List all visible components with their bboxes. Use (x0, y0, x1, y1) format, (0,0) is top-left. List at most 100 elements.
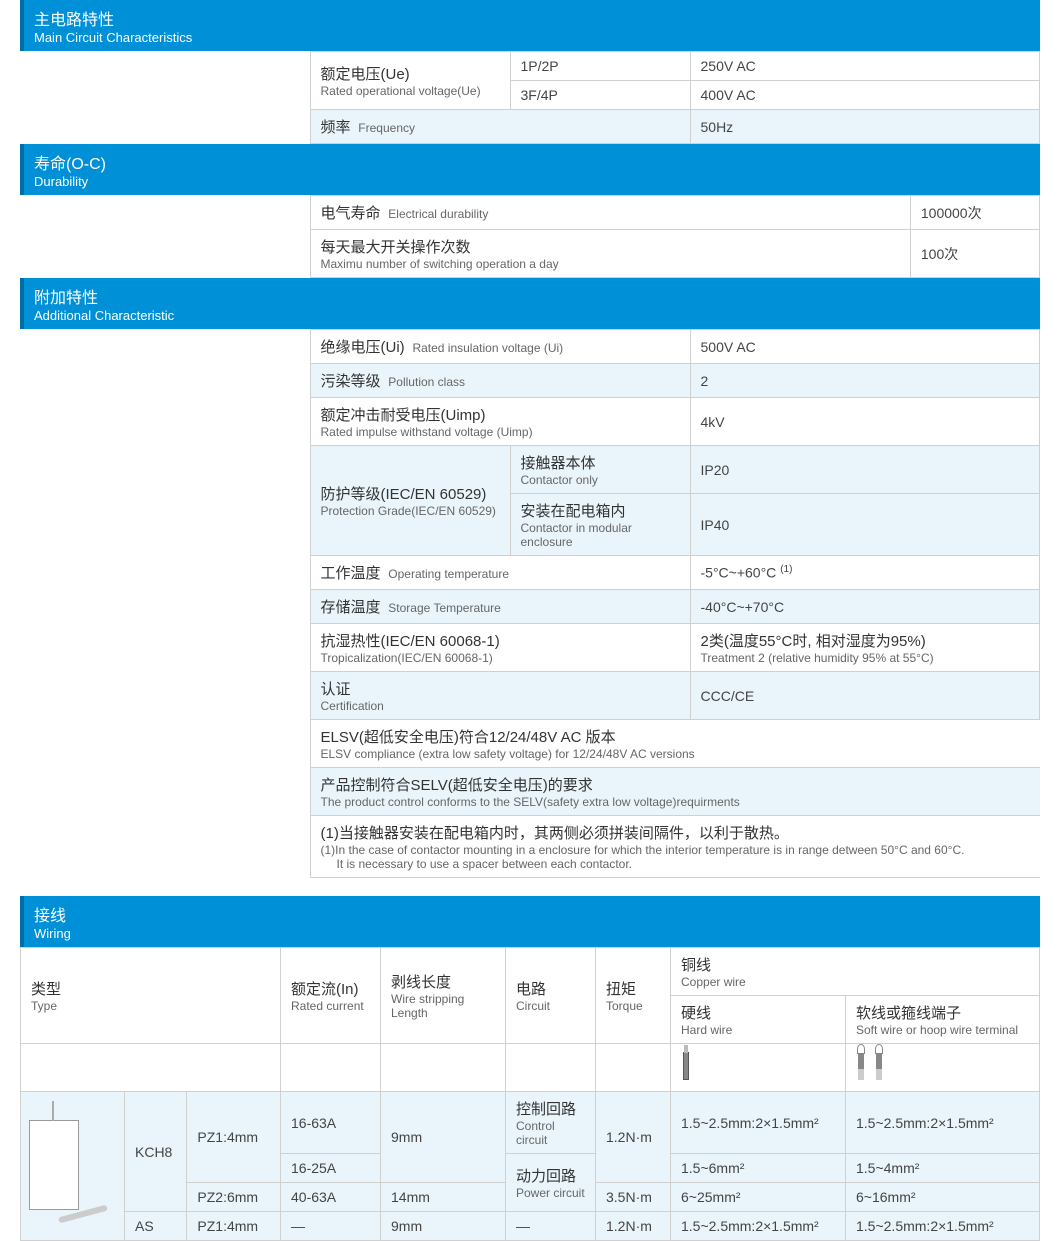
label-en: Rated impulse withstand voltage (Uimp) (321, 425, 680, 439)
label-cell: 工作温度 Operating temperature (310, 556, 690, 590)
spacer (20, 330, 310, 878)
note-en: The product control conforms to the SELV… (321, 795, 1030, 809)
circuit-cell: 控制回路 Control circuit (506, 1092, 596, 1154)
header-cn: 额定流(In) (291, 978, 370, 999)
hard-wire-icon-cell (671, 1044, 846, 1092)
label-cn: 认证 (321, 678, 680, 699)
empty-cell (506, 1044, 596, 1092)
pz-cell: PZ1:4mm (187, 1212, 281, 1241)
sub-cell: 1P/2P (510, 52, 690, 81)
hard-cell: 1.5~2.5mm:2×1.5mm² (671, 1212, 846, 1241)
sub-en: Contactor only (521, 473, 680, 487)
label-cn: 抗湿热性(IEC/EN 60068-1) (321, 630, 680, 651)
label-cell: 每天最大开关操作次数 Maximu number of switching op… (310, 230, 910, 278)
section-header-additional: 附加特性 Additional Characteristic (20, 278, 1040, 329)
note-cell: (1)当接触器安装在配电箱内时，其两侧必须拼装间隔件，以利于散热。 (1)In … (310, 816, 1040, 878)
sub-cell: 3F/4P (510, 81, 690, 110)
label-en: Rated insulation voltage (Ui) (412, 341, 563, 355)
circuit-cell: 动力回路 Power circuit (506, 1154, 596, 1212)
header-en: Rated current (291, 999, 370, 1013)
header-torque: 扭矩 Torque (596, 948, 671, 1044)
label-cn: 污染等级 (321, 373, 381, 390)
header-cn: 铜线 (681, 954, 1029, 975)
note-cn: 产品控制符合SELV(超低安全电压)的要求 (321, 774, 1030, 795)
soft-wire-icon-cell (846, 1044, 1040, 1092)
strip-cell: 9mm (381, 1212, 506, 1241)
section-header-main: 主电路特性 Main Circuit Characteristics (20, 0, 1040, 51)
header-circuit: 电路 Circuit (506, 948, 596, 1044)
durability-table: 电气寿命 Electrical durability 100000次 每天最大开… (20, 195, 1040, 278)
current-cell: 16-25A (281, 1154, 381, 1183)
circuit-cn: 动力回路 (516, 1165, 585, 1186)
sub-cell: 安装在配电箱内 Contactor in modular enclosure (510, 494, 690, 556)
label-cn: 电气寿命 (321, 205, 381, 222)
label-en: Certification (321, 699, 680, 713)
header-en: Torque (606, 999, 660, 1013)
main-table: 额定电压(Ue) Rated operational voltage(Ue) 1… (20, 51, 1040, 144)
label-en: Rated operational voltage(Ue) (321, 84, 500, 98)
device-icon (29, 1120, 79, 1210)
value-cell: IP20 (690, 446, 1040, 494)
label-cn: 工作温度 (321, 565, 381, 582)
header-strip: 剥线长度 Wire stripping Length (381, 948, 506, 1044)
note-cell: ELSV(超低安全电压)符合12/24/48V AC 版本 ELSV compl… (310, 720, 1040, 768)
label-cell: 电气寿命 Electrical durability (310, 196, 910, 230)
type-cell: AS (125, 1212, 187, 1241)
header-cn: 电路 (516, 978, 585, 999)
label-cell: 认证 Certification (310, 672, 690, 720)
label-en: Tropicalization(IEC/EN 60068-1) (321, 651, 680, 665)
label-en: Pollution class (388, 375, 465, 389)
pz-cell: PZ1:4mm (187, 1092, 281, 1183)
note-en: ELSV compliance (extra low safety voltag… (321, 747, 1030, 761)
circuit-en: Power circuit (516, 1186, 585, 1200)
header-cn: 软线或箍线端子 (856, 1002, 1029, 1023)
section-title-en: Additional Characteristic (34, 308, 1030, 323)
header-cn: 扭矩 (606, 978, 660, 999)
torque-cell: 1.2N·m (596, 1212, 671, 1241)
sub-en: Contactor in modular enclosure (521, 521, 680, 549)
header-copper: 铜线 Copper wire (671, 948, 1040, 996)
header-rated-current: 额定流(In) Rated current (281, 948, 381, 1044)
value-cell: 250V AC (690, 52, 1040, 81)
label-en: Frequency (358, 121, 415, 135)
label-cn: 绝缘电压(Ui) (321, 339, 405, 356)
pz-cell: PZ2:6mm (187, 1183, 281, 1212)
header-en: Copper wire (681, 975, 1029, 989)
type-cell: KCH8 (125, 1092, 187, 1212)
current-cell: 16-63A (281, 1092, 381, 1154)
value-cn: 2类(温度55°C时, 相对湿度为95%) (701, 630, 1030, 651)
note-cell: 产品控制符合SELV(超低安全电压)的要求 The product contro… (310, 768, 1040, 816)
header-en: Hard wire (681, 1023, 835, 1037)
label-cn: 额定电压(Ue) (321, 63, 500, 84)
value-cell: -40°C~+70°C (690, 590, 1040, 624)
value-cell: 500V AC (690, 330, 1040, 364)
soft-wire-icon (876, 1052, 882, 1080)
header-cn: 剥线长度 (391, 971, 495, 992)
header-cn: 硬线 (681, 1002, 835, 1023)
circuit-cn: 控制回路 (516, 1098, 585, 1119)
hard-cell: 1.5~2.5mm:2×1.5mm² (671, 1092, 846, 1154)
section-header-durability: 寿命(O-C) Durability (20, 144, 1040, 195)
soft-cell: 1.5~2.5mm:2×1.5mm² (846, 1212, 1040, 1241)
note-en: It is necessary to use a spacer between … (321, 857, 1030, 871)
label-cell: 存储温度 Storage Temperature (310, 590, 690, 624)
note-en: (1)In the case of contactor mounting in … (321, 843, 1030, 857)
spacer (20, 52, 310, 144)
header-en: Wire stripping Length (391, 992, 495, 1020)
value-cell: IP40 (690, 494, 1040, 556)
section-title-cn: 主电路特性 (34, 6, 1030, 30)
superscript: (1) (780, 564, 792, 575)
header-en: Type (31, 999, 270, 1013)
note-cn: ELSV(超低安全电压)符合12/24/48V AC 版本 (321, 726, 1030, 747)
torque-cell: 3.5N·m (596, 1183, 671, 1212)
header-en: Soft wire or hoop wire terminal (856, 1023, 1029, 1037)
wiring-table: 类型 Type 额定流(In) Rated current 剥线长度 Wire … (20, 947, 1040, 1241)
soft-wire-icon (858, 1052, 864, 1080)
value-cell: 2 (690, 364, 1040, 398)
value-cell: CCC/CE (690, 672, 1040, 720)
value-cell: 50Hz (690, 110, 1040, 144)
circuit-cell: — (506, 1212, 596, 1241)
section-header-wiring: 接线 Wiring (20, 896, 1040, 947)
header-en: Circuit (516, 999, 585, 1013)
current-cell: 40-63A (281, 1183, 381, 1212)
